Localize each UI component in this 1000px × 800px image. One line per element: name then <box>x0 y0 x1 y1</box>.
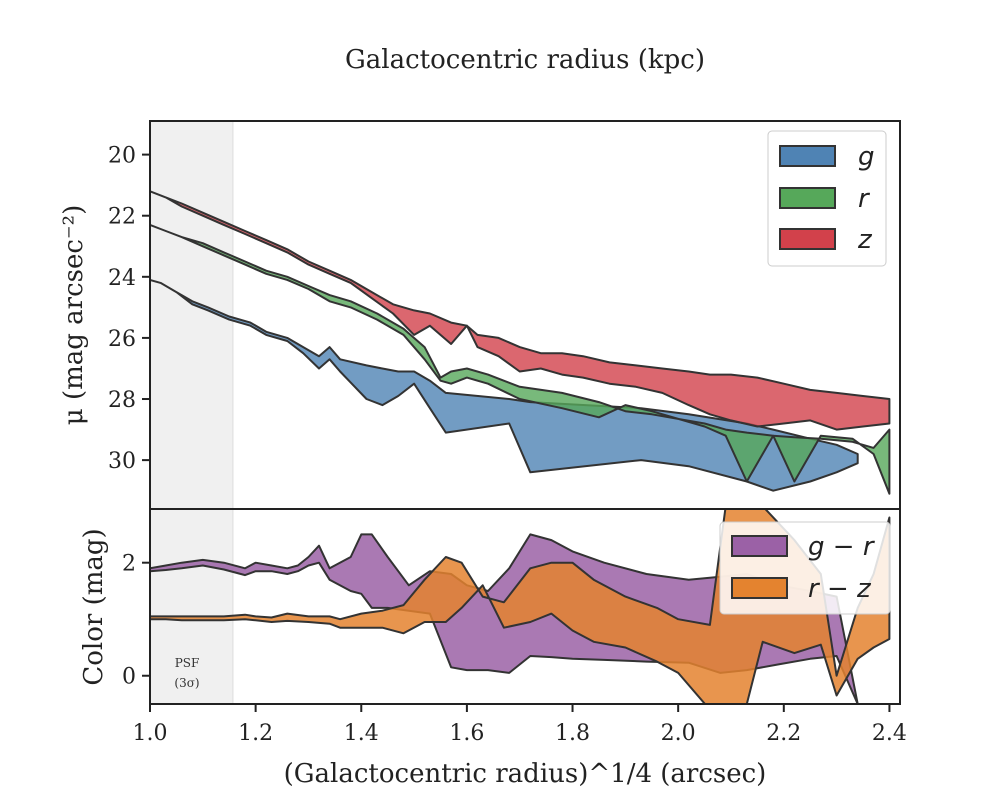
legend-swatch-r <box>779 187 836 209</box>
axis-ticks: 202224262830021.01.21.41.61.82.02.22.410… <box>108 144 907 746</box>
bottom-panel-frame <box>149 508 901 705</box>
ytick-label-bottom: 0 <box>122 665 136 690</box>
band-r-minus-z <box>150 509 891 704</box>
ytick-label-top: 28 <box>108 388 136 413</box>
ytick-label-top: 22 <box>108 205 136 230</box>
legend-label-r-z: r − z <box>808 574 872 604</box>
band-r <box>150 223 891 495</box>
ytick-label-top: 30 <box>108 449 136 474</box>
xtick-label-bottom: 1.6 <box>449 721 484 746</box>
band-z <box>150 190 891 431</box>
xtick-label-bottom: 1.4 <box>344 721 379 746</box>
xtick-label-bottom: 2.2 <box>766 721 801 746</box>
xtick-label-bottom: 2.4 <box>872 721 907 746</box>
legend-label-z: z <box>857 225 873 255</box>
top-axis-label: Galactocentric radius (kpc) <box>345 45 705 75</box>
legend-label-r: r <box>858 184 871 214</box>
xtick-label-bottom: 1.8 <box>555 721 590 746</box>
band-g <box>150 278 859 492</box>
top-ylabel: μ (mag arcsec⁻²) <box>59 205 89 425</box>
bottom-ylabel: Color (mag) <box>79 528 109 685</box>
legend-label-g: g <box>858 142 875 172</box>
legend-swatch-g-r <box>731 535 788 557</box>
ytick-label-top: 24 <box>108 266 136 291</box>
legend-swatch-g <box>779 145 836 167</box>
ytick-label-bottom: 2 <box>122 552 136 577</box>
ytick-label-top: 20 <box>108 144 136 169</box>
surface-brightness-series <box>150 190 891 495</box>
xtick-label-bottom: 1.0 <box>133 721 168 746</box>
legend-label-g-r: g − r <box>808 532 876 562</box>
top-legend: g r z <box>767 130 887 267</box>
psf-shaded-region-bottom <box>149 508 234 705</box>
bottom-xlabel: (Galactocentric radius)^1/4 (arcsec) <box>284 759 767 789</box>
bottom-legend: g − r r − z <box>719 521 891 615</box>
psf-annotation-line1: PSF <box>175 656 200 670</box>
legend-swatch-z <box>779 228 836 250</box>
xtick-label-bottom: 2.0 <box>661 721 696 746</box>
psf-annotation-line2: (3σ) <box>174 676 199 690</box>
color-series <box>150 509 891 704</box>
ytick-label-top: 26 <box>108 327 136 352</box>
xtick-label-bottom: 1.2 <box>238 721 273 746</box>
legend-swatch-r-z <box>731 577 788 599</box>
